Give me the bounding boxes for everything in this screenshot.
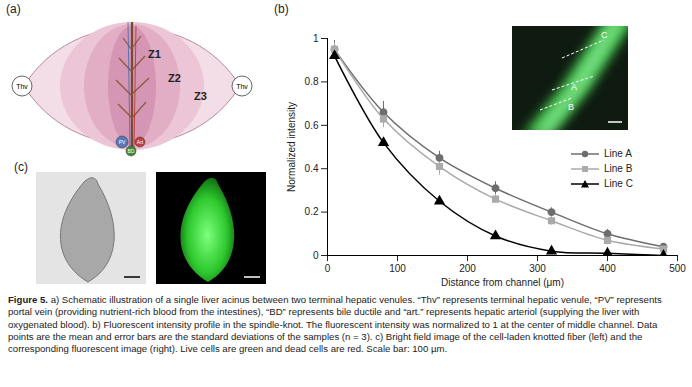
svg-text:0: 0	[325, 263, 331, 274]
svg-text:0.6: 0.6	[305, 120, 319, 131]
svg-text:PV: PV	[119, 139, 126, 145]
svg-text:0.4: 0.4	[305, 163, 319, 174]
svg-text:400: 400	[599, 263, 616, 274]
html-text:Line C: Line C	[604, 178, 633, 189]
svg-text:A: A	[571, 82, 577, 92]
svg-text:Thv: Thv	[236, 83, 248, 90]
svg-text:0.2: 0.2	[305, 206, 319, 217]
html-text:(b): (b)	[274, 2, 289, 16]
svg-text:Z1: Z1	[148, 48, 161, 60]
svg-text:300: 300	[529, 263, 546, 274]
html-text:Line A: Line A	[604, 148, 632, 159]
svg-text:Normalized intensity: Normalized intensity	[286, 102, 297, 192]
svg-text:Z3: Z3	[194, 90, 207, 102]
html-text:(a): (a)	[6, 2, 21, 16]
svg-text:Thv: Thv	[16, 83, 28, 90]
svg-text:100: 100	[389, 263, 406, 274]
svg-text:B: B	[568, 102, 574, 112]
svg-text:0.8: 0.8	[305, 76, 319, 87]
html-text:Figure 5. a) Schematic illustr: Figure 5. a) Schematic illustration of a…	[8, 294, 662, 355]
svg-text:1: 1	[313, 33, 319, 44]
svg-text:200: 200	[459, 263, 476, 274]
html-text:(c): (c)	[14, 160, 28, 174]
svg-text:C: C	[601, 30, 608, 40]
svg-text:Z2: Z2	[168, 72, 181, 84]
svg-text:Distance from channel (μm): Distance from channel (μm)	[441, 277, 564, 288]
svg-text:500: 500	[669, 263, 686, 274]
svg-text:BD: BD	[128, 148, 135, 154]
html-text:Line B: Line B	[604, 163, 633, 174]
svg-text:Art: Art	[137, 139, 144, 145]
svg-text:0: 0	[313, 250, 319, 261]
